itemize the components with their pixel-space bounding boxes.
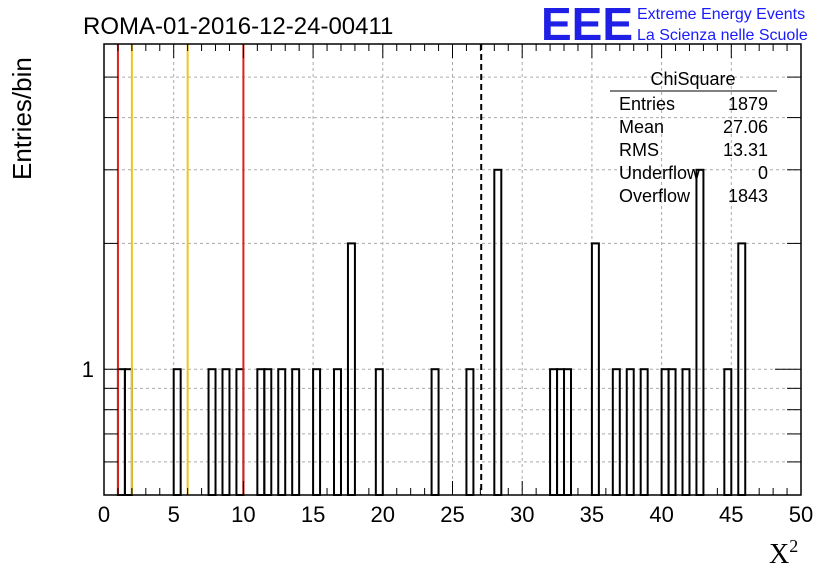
stats-row-label: RMS [619, 140, 659, 160]
stats-box: ChiSquare Entries 1879 Mean 27.06 RMS 13.31 Un… [610, 69, 777, 206]
x-tick-label: 10 [231, 502, 255, 527]
stats-row-value: 1843 [728, 186, 768, 206]
y-tick-label: 1 [82, 357, 94, 382]
eee-logo-mark: EEE [541, 0, 633, 50]
x-tick-label: 15 [301, 502, 325, 527]
x-tick-label: 30 [510, 502, 534, 527]
stats-row-label: Underflow [619, 163, 701, 183]
stats-row-value: 0 [758, 163, 768, 183]
stats-row-value: 13.31 [723, 140, 768, 160]
x-tick-label: 0 [98, 502, 110, 527]
x-axis-label-base: X [769, 539, 789, 570]
y-axis-label: Entries/bin [7, 57, 37, 180]
x-tick-label: 20 [371, 502, 395, 527]
x-tick-label: 5 [168, 502, 180, 527]
x-tick-label: 50 [789, 502, 813, 527]
axis-ticks [103, 43, 802, 496]
stats-row-value: 27.06 [723, 117, 768, 137]
stats-row-label: Overflow [619, 186, 691, 206]
x-tick-labels: 0 5 10 15 20 25 30 35 40 45 50 [98, 502, 813, 527]
x-tick-label: 25 [440, 502, 464, 527]
stats-row-label: Entries [619, 94, 675, 114]
x-tick-label: 35 [580, 502, 604, 527]
eee-logo-line1: Extreme Energy Events [637, 6, 805, 23]
chart-title: ROMA-01-2016-12-24-00411 [83, 13, 393, 40]
stats-row-label: Mean [619, 117, 664, 137]
x-tick-label: 45 [719, 502, 743, 527]
eee-logo: EEE Extreme Energy Events La Scienza nel… [541, 0, 808, 50]
x-axis-label: X2 [769, 536, 798, 570]
x-tick-label: 40 [649, 502, 673, 527]
eee-logo-line2: La Scienza nelle Scuole [637, 27, 808, 44]
y-tick-labels: 1 [82, 357, 94, 382]
stats-row-value: 1879 [728, 94, 768, 114]
stats-title: ChiSquare [650, 69, 735, 89]
x-axis-label-superscript: 2 [789, 536, 798, 556]
grid [104, 44, 801, 495]
marker-lines [116, 44, 483, 495]
